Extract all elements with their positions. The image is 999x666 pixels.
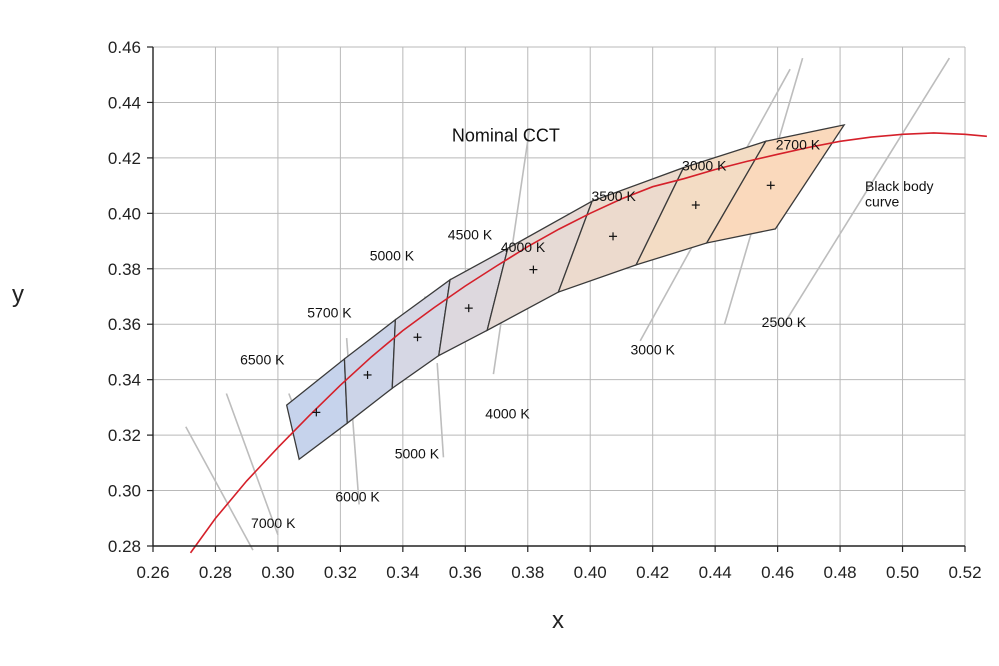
cct-quadrangles [285,123,846,461]
isotemperature-line [185,426,254,551]
x-tick-label: 0.26 [136,563,169,582]
x-tick-label: 0.32 [324,563,357,582]
y-tick-label: 0.32 [108,426,141,445]
x-tick-label: 0.40 [574,563,607,582]
y-tick-label: 0.40 [108,204,141,223]
y-tick-label: 0.34 [108,371,141,390]
nominal-cct-title: Nominal CCT [452,125,560,145]
x-tick-label: 0.38 [511,563,544,582]
quadrangle-label: 4000 K [501,239,546,255]
x-tick-label: 0.28 [199,563,232,582]
cct-quadrangle [343,318,397,425]
isotemperature-line [225,393,279,536]
center-marks [312,181,775,417]
blackbody-annotation: Black body [865,178,933,194]
y-tick-label: 0.30 [108,482,141,501]
x-tick-label: 0.42 [636,563,669,582]
grid [152,46,966,547]
quadrangle-label: 3000 K [682,157,727,173]
y-tick-label: 0.42 [108,149,141,168]
isotemperature-line [783,57,951,325]
x-tick-label: 0.50 [886,563,919,582]
y-tick-label: 0.38 [108,260,141,279]
isotemperature-label: 2500 K [762,314,807,330]
y-tick-label: 0.44 [108,93,141,112]
y-tick-label: 0.28 [108,537,141,556]
y-tick-label: 0.46 [108,38,141,57]
y-axis-title: y [12,281,24,308]
quadrangle-label: 2700 K [776,137,821,153]
blackbody-annotation: curve [865,193,899,209]
x-tick-label: 0.30 [261,563,294,582]
labels: 7000 K 6000 K 5000 K 4000 K 3000 K 2500 K 6500… [240,125,933,531]
blackbody-curve [189,132,987,554]
axes: 0.26 0.28 0.30 0.32 0.34 0.36 0.38 0.40 0.42 0.44… [108,38,982,582]
cct-quadrangle [705,123,846,244]
x-tick-label: 0.36 [449,563,482,582]
x-tick-label: 0.34 [386,563,419,582]
quadrangle-label: 5000 K [370,247,415,263]
quadrangle-label: 4500 K [448,227,493,243]
blackbody-curve-layer [189,132,987,554]
isotemperature-label: 3000 K [631,342,676,358]
x-tick-label: 0.52 [948,563,981,582]
x-tick-label: 0.48 [824,563,857,582]
isotemperature-label: 5000 K [395,446,440,462]
isotemperature-label: 7000 K [251,515,296,531]
isotemperature-line [436,362,445,458]
quadrangle-label: 5700 K [307,304,352,320]
quadrangle-label: 6500 K [240,351,285,367]
x-tick-label: 0.44 [699,563,732,582]
quadrangle-label: 3500 K [591,188,636,204]
y-tick-label: 0.36 [108,315,141,334]
isotemperature-label: 6000 K [335,489,380,505]
isotemperature-line [288,393,293,403]
x-tick-label: 0.46 [761,563,794,582]
isotemperature-label: 4000 K [485,405,530,421]
x-axis-title: x [552,607,564,634]
